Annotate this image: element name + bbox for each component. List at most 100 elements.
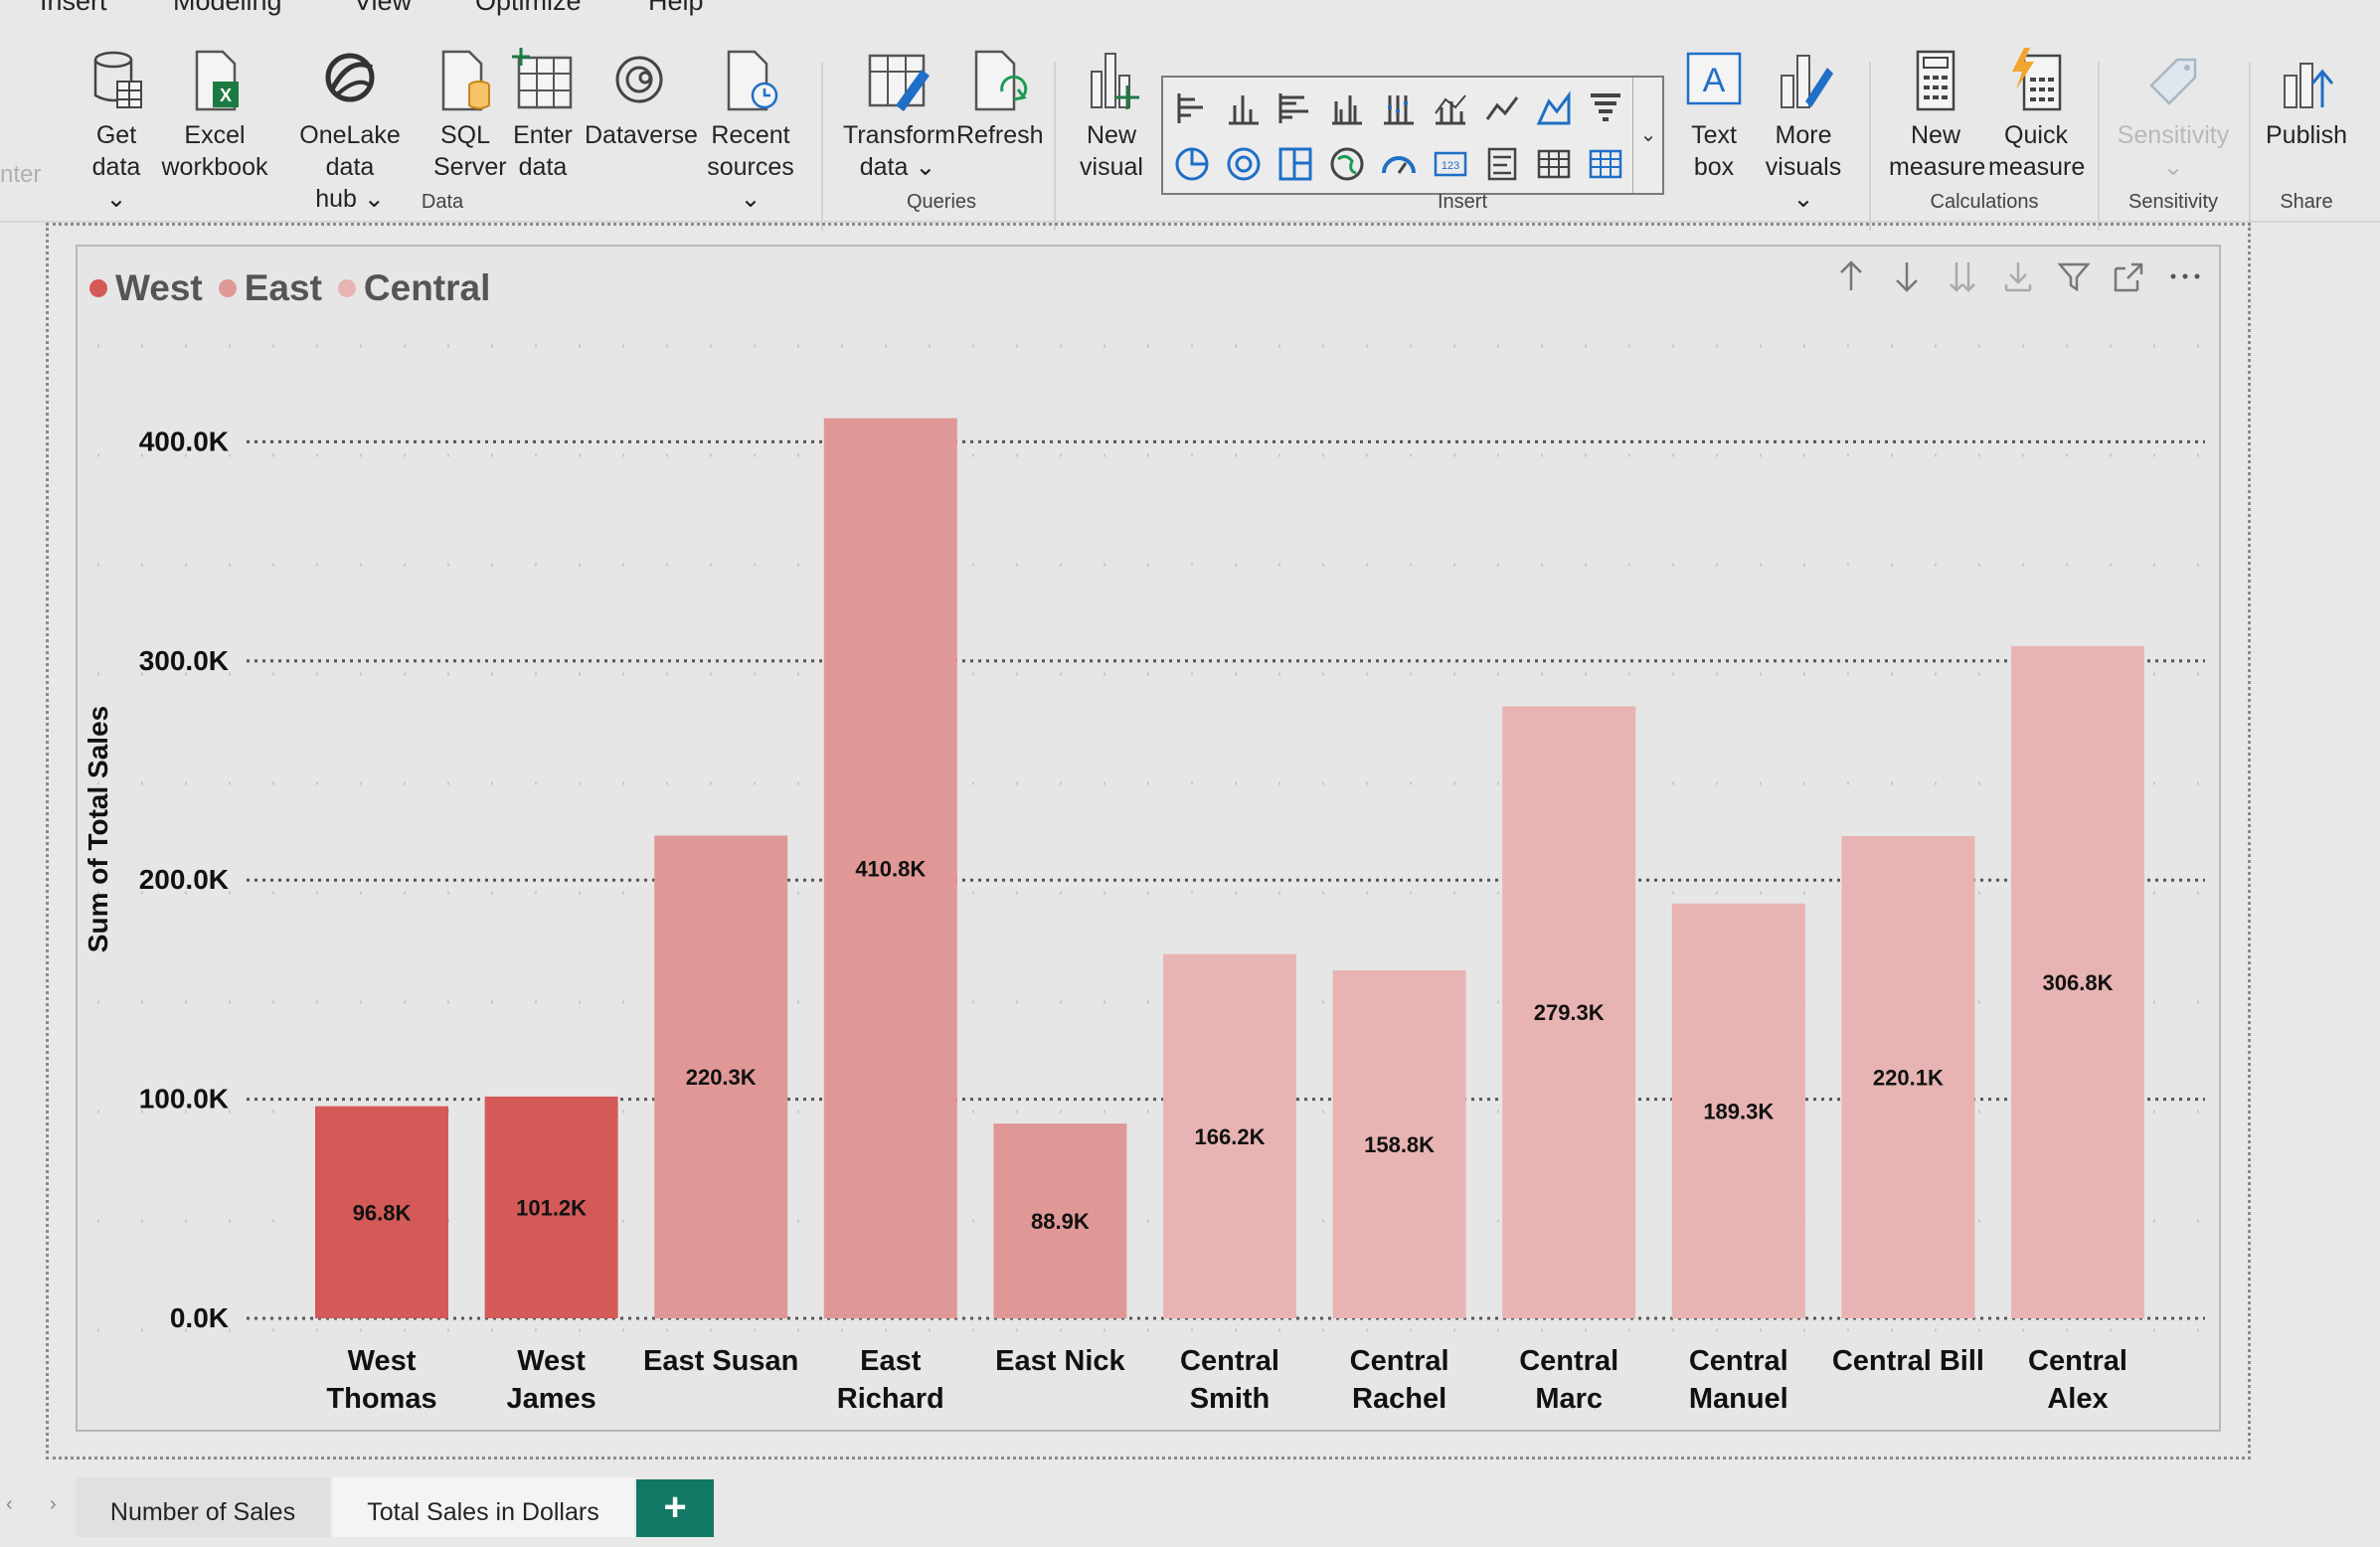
quick-measure-button[interactable]: Quick measure xyxy=(1988,46,2085,183)
onelake-data-hub-label: OneLake data hub ⌄ xyxy=(299,121,401,213)
x-tick-label: Central Rachel xyxy=(1350,1345,1449,1415)
excel-icon: X xyxy=(195,50,239,111)
bar[interactable] xyxy=(993,1123,1127,1318)
menu-help[interactable]: Help xyxy=(648,0,704,16)
data-label: 279.3K xyxy=(1534,1000,1605,1025)
bar[interactable] xyxy=(1332,970,1466,1318)
dataverse-icon xyxy=(615,56,663,103)
bar[interactable] xyxy=(1163,953,1296,1318)
x-tick-label-line: Marc xyxy=(1535,1383,1603,1415)
gallery-expand-button[interactable]: ⌄ xyxy=(1632,78,1663,193)
legend-dot-east xyxy=(218,279,237,297)
tab-number-of-sales[interactable]: Number of Sales xyxy=(76,1477,330,1537)
get-data-button[interactable]: Get data ⌄ xyxy=(85,46,147,215)
text-box-button[interactable]: A Text box xyxy=(1680,46,1748,183)
legend-label-east: East xyxy=(244,267,322,308)
new-measure-button[interactable]: New measure xyxy=(1889,46,1985,183)
pie-chart-icon[interactable] xyxy=(1173,145,1211,183)
x-tick-label-line: Richard xyxy=(837,1383,944,1415)
more-visuals-button[interactable]: More visuals ⌄ xyxy=(1754,46,1853,215)
bar[interactable] xyxy=(1502,706,1636,1318)
clustered-bar-chart-icon[interactable] xyxy=(1276,89,1314,127)
multi-row-card-icon[interactable] xyxy=(1483,145,1521,183)
focus-mode-icon[interactable] xyxy=(2110,257,2149,296)
recent-sources-button[interactable]: Recent sources ⌄ xyxy=(696,46,805,215)
stacked-bar-chart-icon[interactable] xyxy=(1173,89,1211,127)
tabs-scroll-right-icon[interactable]: › xyxy=(50,1493,57,1515)
report-canvas[interactable] xyxy=(46,223,2251,1460)
map-icon[interactable] xyxy=(1328,145,1366,183)
x-tick-label: East Susan xyxy=(643,1345,798,1377)
add-page-button[interactable]: + xyxy=(636,1479,714,1537)
new-visual-icon xyxy=(1091,53,1139,109)
menu-optimize[interactable]: Optimize xyxy=(475,0,582,16)
excel-workbook-button[interactable]: X Excel workbook xyxy=(159,46,270,183)
refresh-button[interactable]: Refresh xyxy=(956,46,1044,151)
transform-data-button[interactable]: Transform data ⌄ xyxy=(843,46,955,183)
matrix-icon[interactable] xyxy=(1587,145,1624,183)
dataverse-button[interactable]: Dataverse xyxy=(585,46,698,151)
line-and-column-chart-icon[interactable] xyxy=(1432,89,1469,127)
new-visual-button[interactable]: New visual xyxy=(1074,46,1149,183)
area-chart-icon[interactable] xyxy=(1535,89,1573,127)
drill-down-icon[interactable] xyxy=(1887,257,1927,296)
sql-server-button[interactable]: SQL Server xyxy=(433,46,507,183)
expand-all-down-icon[interactable] xyxy=(1998,257,2038,296)
funnel-chart-icon[interactable] xyxy=(1587,89,1624,127)
x-tick-label-line: Central xyxy=(1689,1345,1788,1377)
bar[interactable] xyxy=(1671,903,1805,1318)
recent-sources-label: Recent sources ⌄ xyxy=(707,121,794,213)
bar[interactable] xyxy=(654,835,788,1318)
menu-view[interactable]: View xyxy=(354,0,413,16)
visual-gallery[interactable]: 123 ⌄ xyxy=(1161,76,1664,195)
refresh-label: Refresh xyxy=(956,121,1044,149)
tabs-scroll-left-icon[interactable]: ‹ xyxy=(6,1493,13,1515)
x-tick-label-line: Central xyxy=(1350,1345,1449,1377)
legend-item-central[interactable]: Central xyxy=(337,267,491,309)
text-box-icon: A xyxy=(1686,52,1742,105)
sensitivity-button[interactable]: Sensitivity ⌄ xyxy=(2112,46,2235,183)
onelake-icon xyxy=(325,53,375,102)
enter-data-icon xyxy=(512,48,573,109)
separator xyxy=(2098,62,2100,231)
bar[interactable] xyxy=(1841,835,1975,1318)
bar[interactable] xyxy=(484,1096,618,1318)
y-tick-label: 300.0K xyxy=(139,645,229,676)
legend-item-east[interactable]: East xyxy=(218,267,322,309)
enter-data-button[interactable]: Enter data xyxy=(509,46,577,183)
bar[interactable] xyxy=(2011,645,2144,1318)
data-label: 410.8K xyxy=(855,856,926,881)
legend-label-central: Central xyxy=(363,267,491,308)
100-percent-column-chart-icon[interactable] xyxy=(1380,89,1418,127)
go-to-next-level-icon[interactable] xyxy=(1943,257,1982,296)
clustered-column-chart-icon[interactable] xyxy=(1328,89,1366,127)
treemap-icon[interactable] xyxy=(1276,145,1314,183)
stacked-column-chart-icon[interactable] xyxy=(1225,89,1263,127)
legend-item-west[interactable]: West xyxy=(89,267,203,309)
publish-button[interactable]: Publish xyxy=(2259,46,2354,151)
transform-data-label: Transform data ⌄ xyxy=(843,121,955,181)
legend-dot-west xyxy=(89,279,107,297)
clustered-column-visual[interactable]: 0.0K 100.0K 200.0K 300.0K 400.0K Sum of Total… xyxy=(76,245,2221,1432)
calculator-icon xyxy=(1916,50,1955,111)
filter-icon[interactable] xyxy=(2054,257,2094,296)
gauge-icon[interactable] xyxy=(1380,145,1418,183)
svg-text:A: A xyxy=(1703,62,1726,99)
table-icon[interactable] xyxy=(1535,145,1573,183)
onelake-data-hub-button[interactable]: OneLake data hub ⌄ xyxy=(274,46,425,215)
x-tick-label: Central Marc xyxy=(1519,1345,1618,1415)
card-icon[interactable]: 123 xyxy=(1432,145,1469,183)
x-tick-label-line: Alex xyxy=(2047,1383,2108,1415)
more-options-icon[interactable] xyxy=(2165,257,2205,296)
menu-insert[interactable]: Insert xyxy=(40,0,107,16)
visual-header-icons xyxy=(1815,257,2205,300)
line-chart-icon[interactable] xyxy=(1483,89,1521,127)
menu-modeling[interactable]: Modeling xyxy=(173,0,282,16)
donut-chart-icon[interactable] xyxy=(1225,145,1263,183)
y-tick-label: 100.0K xyxy=(139,1084,229,1115)
bar[interactable] xyxy=(315,1106,448,1318)
data-label: 88.9K xyxy=(1031,1209,1090,1234)
bar[interactable] xyxy=(823,418,957,1318)
tab-total-sales-in-dollars[interactable]: Total Sales in Dollars xyxy=(332,1477,634,1537)
drill-up-icon[interactable] xyxy=(1831,257,1871,296)
